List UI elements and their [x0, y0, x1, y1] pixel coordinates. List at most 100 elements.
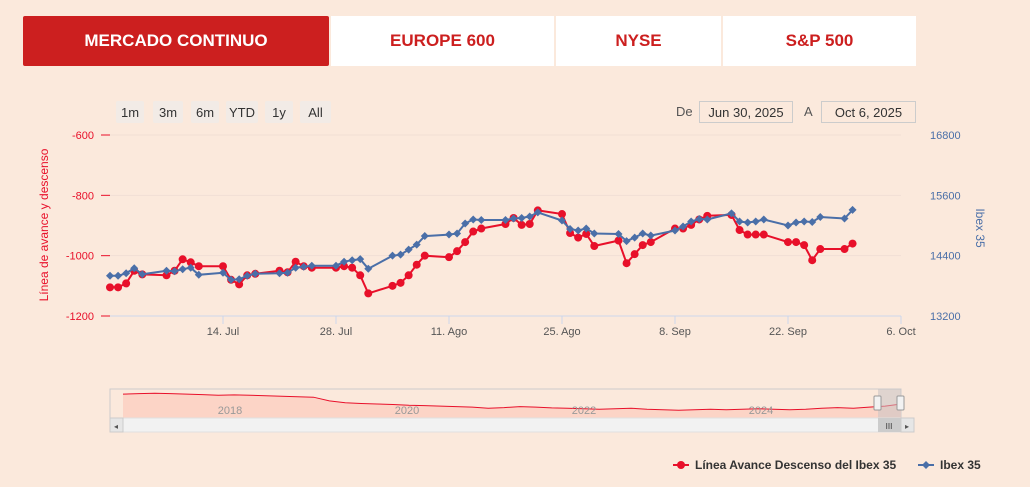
legend-label: Línea Avance Descenso del Ibex 35: [695, 458, 897, 472]
red-data-point: [412, 260, 421, 269]
blue-data-point: [784, 221, 792, 230]
scrollbar-right-button[interactable]: [900, 417, 915, 433]
blue-data-point: [638, 229, 647, 238]
range-all-button[interactable]: All: [300, 101, 331, 123]
red-data-point: [751, 230, 760, 239]
blue-data-point: [792, 218, 801, 227]
scroll-left-arrow-icon: ◂: [114, 422, 118, 431]
blue-data-point: [291, 263, 300, 272]
red-data-point: [162, 271, 171, 280]
blue-data-point: [646, 231, 655, 240]
series-lines: [106, 205, 857, 298]
blue-data-point: [106, 271, 114, 280]
red-data-point: [840, 245, 849, 254]
blue-data-point: [235, 275, 244, 284]
blue-data-point: [501, 215, 510, 224]
blue-data-point: [186, 263, 195, 272]
scrollbar-thumb[interactable]: [878, 418, 901, 432]
range-ytd-button[interactable]: YTD: [226, 101, 258, 123]
blue-data-point: [525, 212, 534, 221]
blue-data-point: [388, 251, 397, 260]
navigator-year: 2024: [749, 405, 773, 417]
red-data-point: [590, 242, 599, 251]
blue-data-point: [703, 215, 712, 224]
blue-data-point: [469, 215, 478, 224]
blue-data-point: [614, 230, 623, 239]
tab-sp500[interactable]: S&P 500: [723, 16, 916, 66]
left-axis-tick: -1200: [66, 311, 94, 323]
right-axis-tick: 15600: [930, 190, 961, 202]
blue-data-point: [517, 213, 526, 222]
date-from-input[interactable]: Jun 30, 2025: [699, 101, 793, 123]
red-data-point: [808, 256, 817, 265]
left-axis-title: Línea de avance y descenso: [37, 148, 51, 301]
blue-data-point: [219, 268, 227, 277]
blue-data-point: [679, 222, 688, 231]
navigator-area: [123, 393, 901, 418]
blue-data-point: [671, 226, 679, 235]
blue-data-point: [453, 229, 462, 238]
left-axis-tick: -600: [72, 130, 94, 142]
navigator[interactable]: 2018 2020 2022 2024 ◂ III ▸: [109, 388, 915, 433]
red-data-point: [784, 238, 792, 247]
blue-data-point: [122, 269, 131, 278]
red-data-point: [792, 238, 801, 247]
blue-data-point: [574, 226, 583, 235]
x-axis-tick: 22. Sep: [769, 326, 807, 338]
blue-data-point: [461, 219, 470, 228]
blue-data-point: [412, 240, 421, 249]
blue-data-point: [170, 267, 179, 276]
range-6m-button[interactable]: 6m: [191, 101, 219, 123]
scrollbar-track[interactable]: [109, 417, 915, 433]
legend-item-red[interactable]: Línea Avance Descenso del Ibex 35: [673, 458, 896, 472]
blue-data-point: [364, 264, 373, 273]
red-data-point: [469, 227, 478, 236]
red-data-point: [461, 238, 470, 247]
tab-europe-600[interactable]: EUROPE 600: [331, 16, 554, 66]
red-data-point: [106, 283, 114, 292]
date-to-label: A: [804, 104, 813, 119]
red-circle-icon: [673, 461, 689, 469]
navigator-year: 2018: [218, 405, 242, 417]
blue-diamond-icon: [918, 461, 934, 469]
blue-data-point: [630, 233, 639, 242]
x-axis-tick: 14. Jul: [207, 326, 239, 338]
right-axis-tick: 13200: [930, 311, 961, 323]
blue-data-point: [727, 209, 736, 218]
navigator-year: 2022: [572, 405, 596, 417]
red-data-point: [614, 236, 623, 245]
left-axis-tick: -1000: [66, 251, 94, 263]
blue-data-point: [332, 261, 340, 270]
range-1m-button[interactable]: 1m: [116, 101, 144, 123]
x-axis-tick: 8. Sep: [659, 326, 691, 338]
red-data-point: [235, 280, 244, 289]
tab-nyse[interactable]: NYSE: [556, 16, 721, 66]
red-data-point: [340, 262, 349, 271]
blue-data-point: [194, 270, 203, 279]
blue-data-point: [348, 256, 357, 265]
legend-label: Ibex 35: [940, 458, 981, 472]
blue-data-point: [590, 229, 599, 238]
blue-data-point: [340, 257, 349, 266]
tab-mercado-continuo[interactable]: MERCADO CONTINUO: [23, 16, 329, 66]
range-1y-button[interactable]: 1y: [265, 101, 293, 123]
range-3m-button[interactable]: 3m: [153, 101, 183, 123]
x-axis-tick: 6. Oct: [886, 326, 915, 338]
red-data-point: [743, 230, 752, 239]
scrollbar-left-button[interactable]: [109, 417, 124, 433]
blue-data-point: [445, 230, 453, 239]
blue-data-point: [840, 214, 849, 223]
legend-item-blue[interactable]: Ibex 35: [918, 458, 981, 472]
date-from-label: De: [676, 104, 693, 119]
navigator-line: [122, 392, 902, 411]
red-data-point: [800, 241, 809, 250]
navigator-right-handle[interactable]: [896, 395, 905, 411]
red-data-point: [646, 238, 655, 247]
red-data-point: [194, 262, 203, 271]
navigator-selection[interactable]: [878, 389, 901, 418]
red-data-point: [517, 220, 526, 229]
blue-data-point: [404, 245, 413, 254]
date-to-input[interactable]: Oct 6, 2025: [821, 101, 916, 123]
navigator-left-handle[interactable]: [873, 395, 882, 411]
red-data-point: [558, 210, 566, 219]
